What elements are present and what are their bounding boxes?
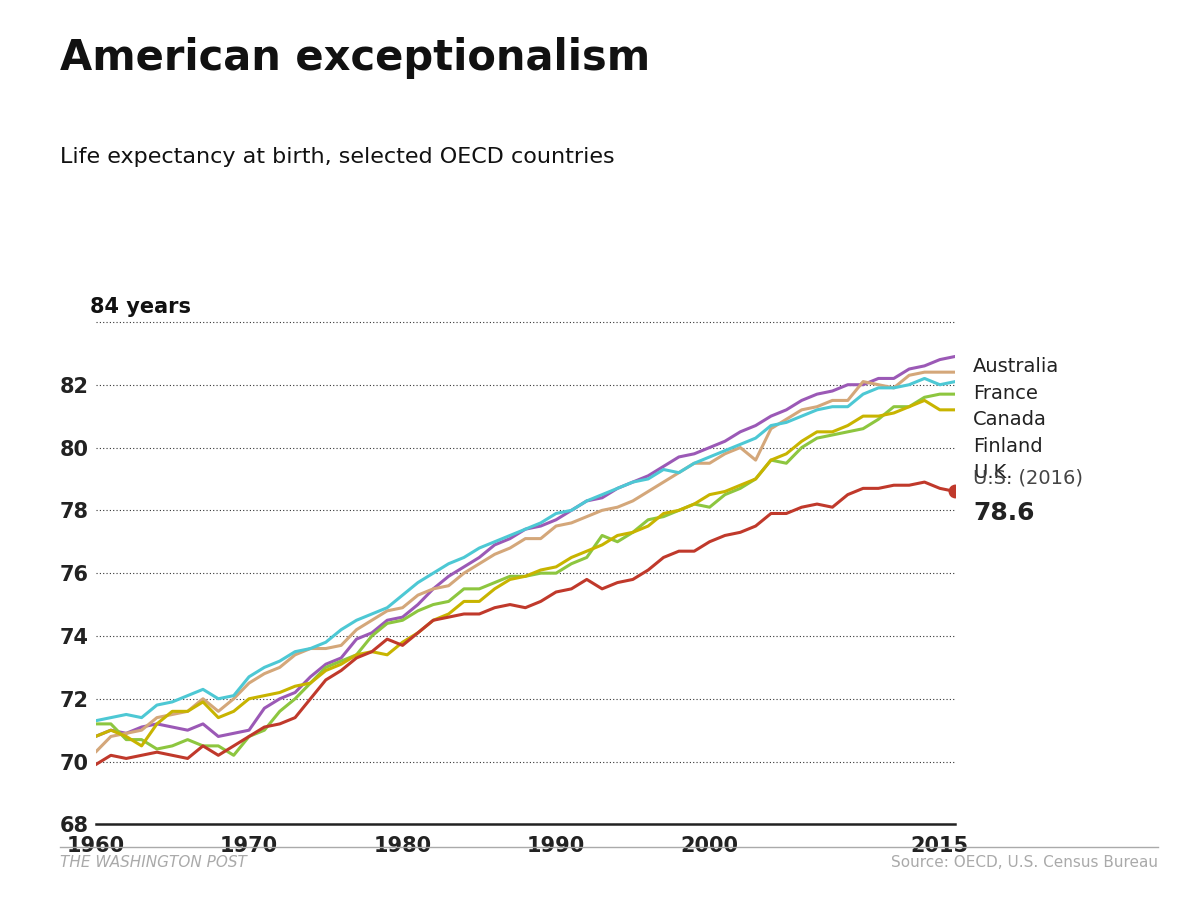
Text: Australia
France
Canada
Finland
U.K.: Australia France Canada Finland U.K. [973,357,1059,482]
Text: 84 years: 84 years [90,298,191,317]
Text: U.S. (2016): U.S. (2016) [973,469,1083,487]
Text: THE WASHINGTON POST: THE WASHINGTON POST [60,855,247,869]
Text: Source: OECD, U.S. Census Bureau: Source: OECD, U.S. Census Bureau [891,855,1158,869]
Text: 78.6: 78.6 [973,501,1035,525]
Text: Life expectancy at birth, selected OECD countries: Life expectancy at birth, selected OECD … [60,147,615,167]
Text: American exceptionalism: American exceptionalism [60,37,650,79]
